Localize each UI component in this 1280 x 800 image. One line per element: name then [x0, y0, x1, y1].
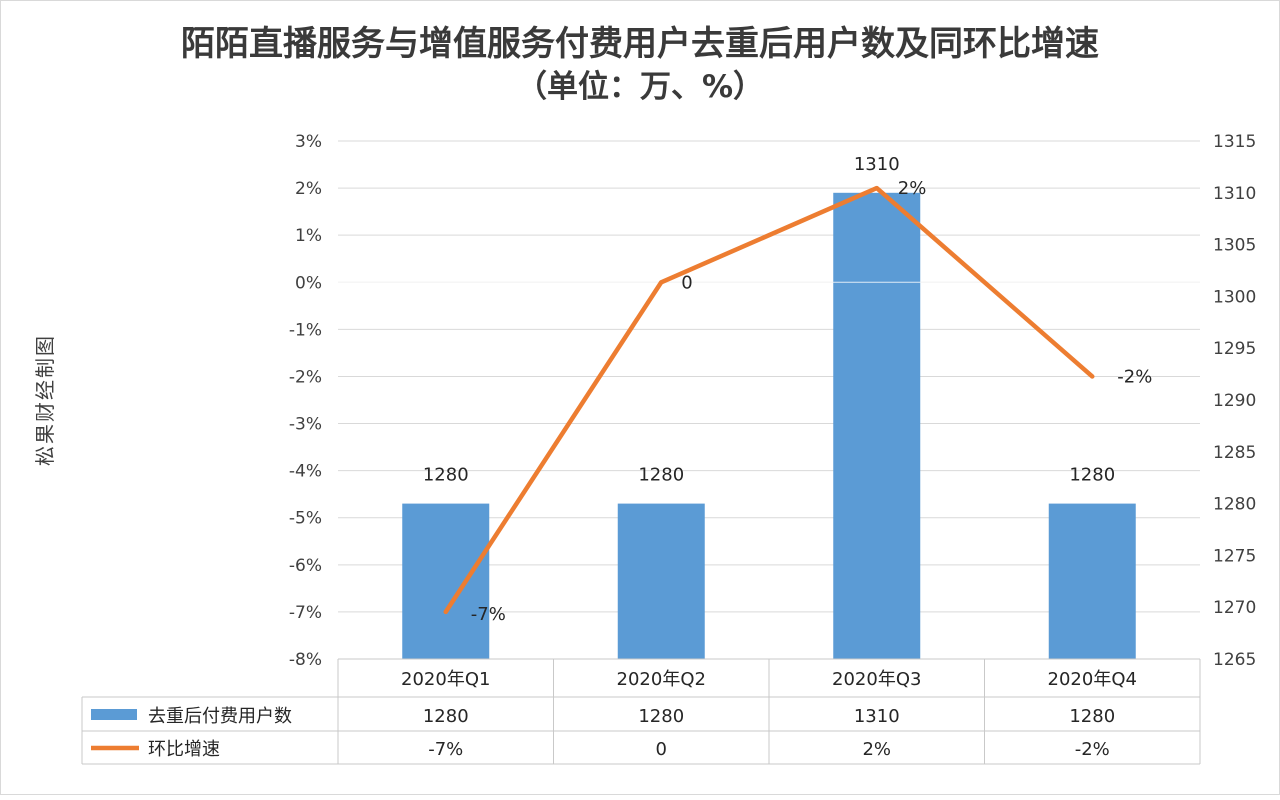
left-axis-tick-label: -8% [289, 650, 322, 670]
bar-2020年Q3 [833, 192, 921, 660]
growth-rate-point [443, 609, 448, 614]
right-axis-tick-label: 1315 [1213, 132, 1256, 152]
left-axis-tick-label: 3% [295, 132, 322, 152]
left-axis-tick-label: -2% [289, 367, 322, 387]
right-axis-tick-label: 1285 [1213, 443, 1256, 463]
table-cell: -7% [428, 739, 463, 760]
left-axis-tick-label: -5% [289, 509, 322, 529]
right-axis-tick-label: 1290 [1213, 391, 1256, 411]
left-axis-tick-label: 0% [295, 273, 322, 293]
line-data-label: 2% [898, 178, 927, 199]
right-axis-tick-label: 1270 [1213, 598, 1256, 618]
right-axis-tick-label: 1280 [1213, 495, 1256, 515]
bar-data-label: 1310 [854, 154, 900, 175]
bar-series [338, 192, 1200, 660]
line-series [443, 185, 1095, 615]
growth-rate-line [443, 185, 1095, 615]
bar-2020年Q4 [1048, 503, 1136, 659]
chart-title: 陌陌直播服务与增值服务付费用户去重后用户数及同环比增速 [181, 24, 1099, 64]
right-axis-tick-label: 1305 [1213, 236, 1256, 256]
left-axis: 3% 2% 1% 0% -1% -2% -3% -4% -5% -6% -7% -8% [289, 132, 322, 670]
table-cell: 1280 [423, 706, 469, 727]
data-table: 2020年Q1 2020年Q2 2020年Q3 2020年Q4 去重后付费用户数 1280… [81, 658, 1201, 765]
table-cell: 0 [656, 739, 667, 760]
bar-2020年Q2 [617, 503, 705, 659]
growth-rate-point [659, 280, 664, 285]
data-labels: 1280 1280 1310 1280 -7% 0 2% -2% [423, 154, 1152, 625]
x-axis-category-label: 2020年Q3 [832, 669, 921, 690]
watermark-text: 松果财经制图 [33, 334, 57, 466]
table-cell: 1280 [1069, 706, 1115, 727]
right-axis: 1315 1310 1305 1300 1295 1290 1285 1280 1275 1270… [1213, 132, 1256, 670]
growth-rate-point [1090, 374, 1095, 379]
left-axis-tick-label: -6% [289, 556, 322, 576]
table-row-label: 环比增速 [148, 739, 220, 760]
table-cell: 1310 [854, 706, 900, 727]
right-axis-tick-label: 1275 [1213, 546, 1256, 566]
growth-rate-point [874, 186, 879, 191]
left-axis-tick-label: -4% [289, 462, 322, 482]
right-axis-tick-label: 1265 [1213, 650, 1256, 670]
table-cell: -2% [1075, 739, 1110, 760]
line-data-label: -2% [1117, 366, 1152, 387]
x-axis-category-label: 2020年Q2 [617, 669, 706, 690]
right-axis-tick-label: 1300 [1213, 287, 1256, 307]
line-data-label: -7% [471, 604, 506, 625]
line-data-label: 0 [681, 272, 692, 293]
bar-data-label: 1280 [423, 465, 469, 486]
left-axis-tick-label: -1% [289, 320, 322, 340]
left-axis-tick-label: 2% [295, 179, 322, 199]
right-axis-tick-label: 1310 [1213, 184, 1256, 204]
table-cell: 2% [862, 739, 891, 760]
legend-key-bars [91, 709, 137, 720]
x-axis-category-label: 2020年Q1 [401, 669, 490, 690]
bar-data-label: 1280 [1069, 465, 1115, 486]
bar-2020年Q1 [402, 503, 490, 659]
left-axis-tick-label: -3% [289, 415, 322, 435]
right-axis-tick-label: 1295 [1213, 339, 1256, 359]
bar-data-label: 1280 [638, 465, 684, 486]
left-axis-tick-label: -7% [289, 603, 322, 623]
table-cell: 1280 [638, 706, 684, 727]
chart-subtitle: （单位：万、%） [516, 69, 764, 105]
table-row-label: 去重后付费用户数 [148, 706, 292, 727]
left-axis-tick-label: 1% [295, 226, 322, 246]
x-axis-category-label: 2020年Q4 [1048, 669, 1137, 690]
